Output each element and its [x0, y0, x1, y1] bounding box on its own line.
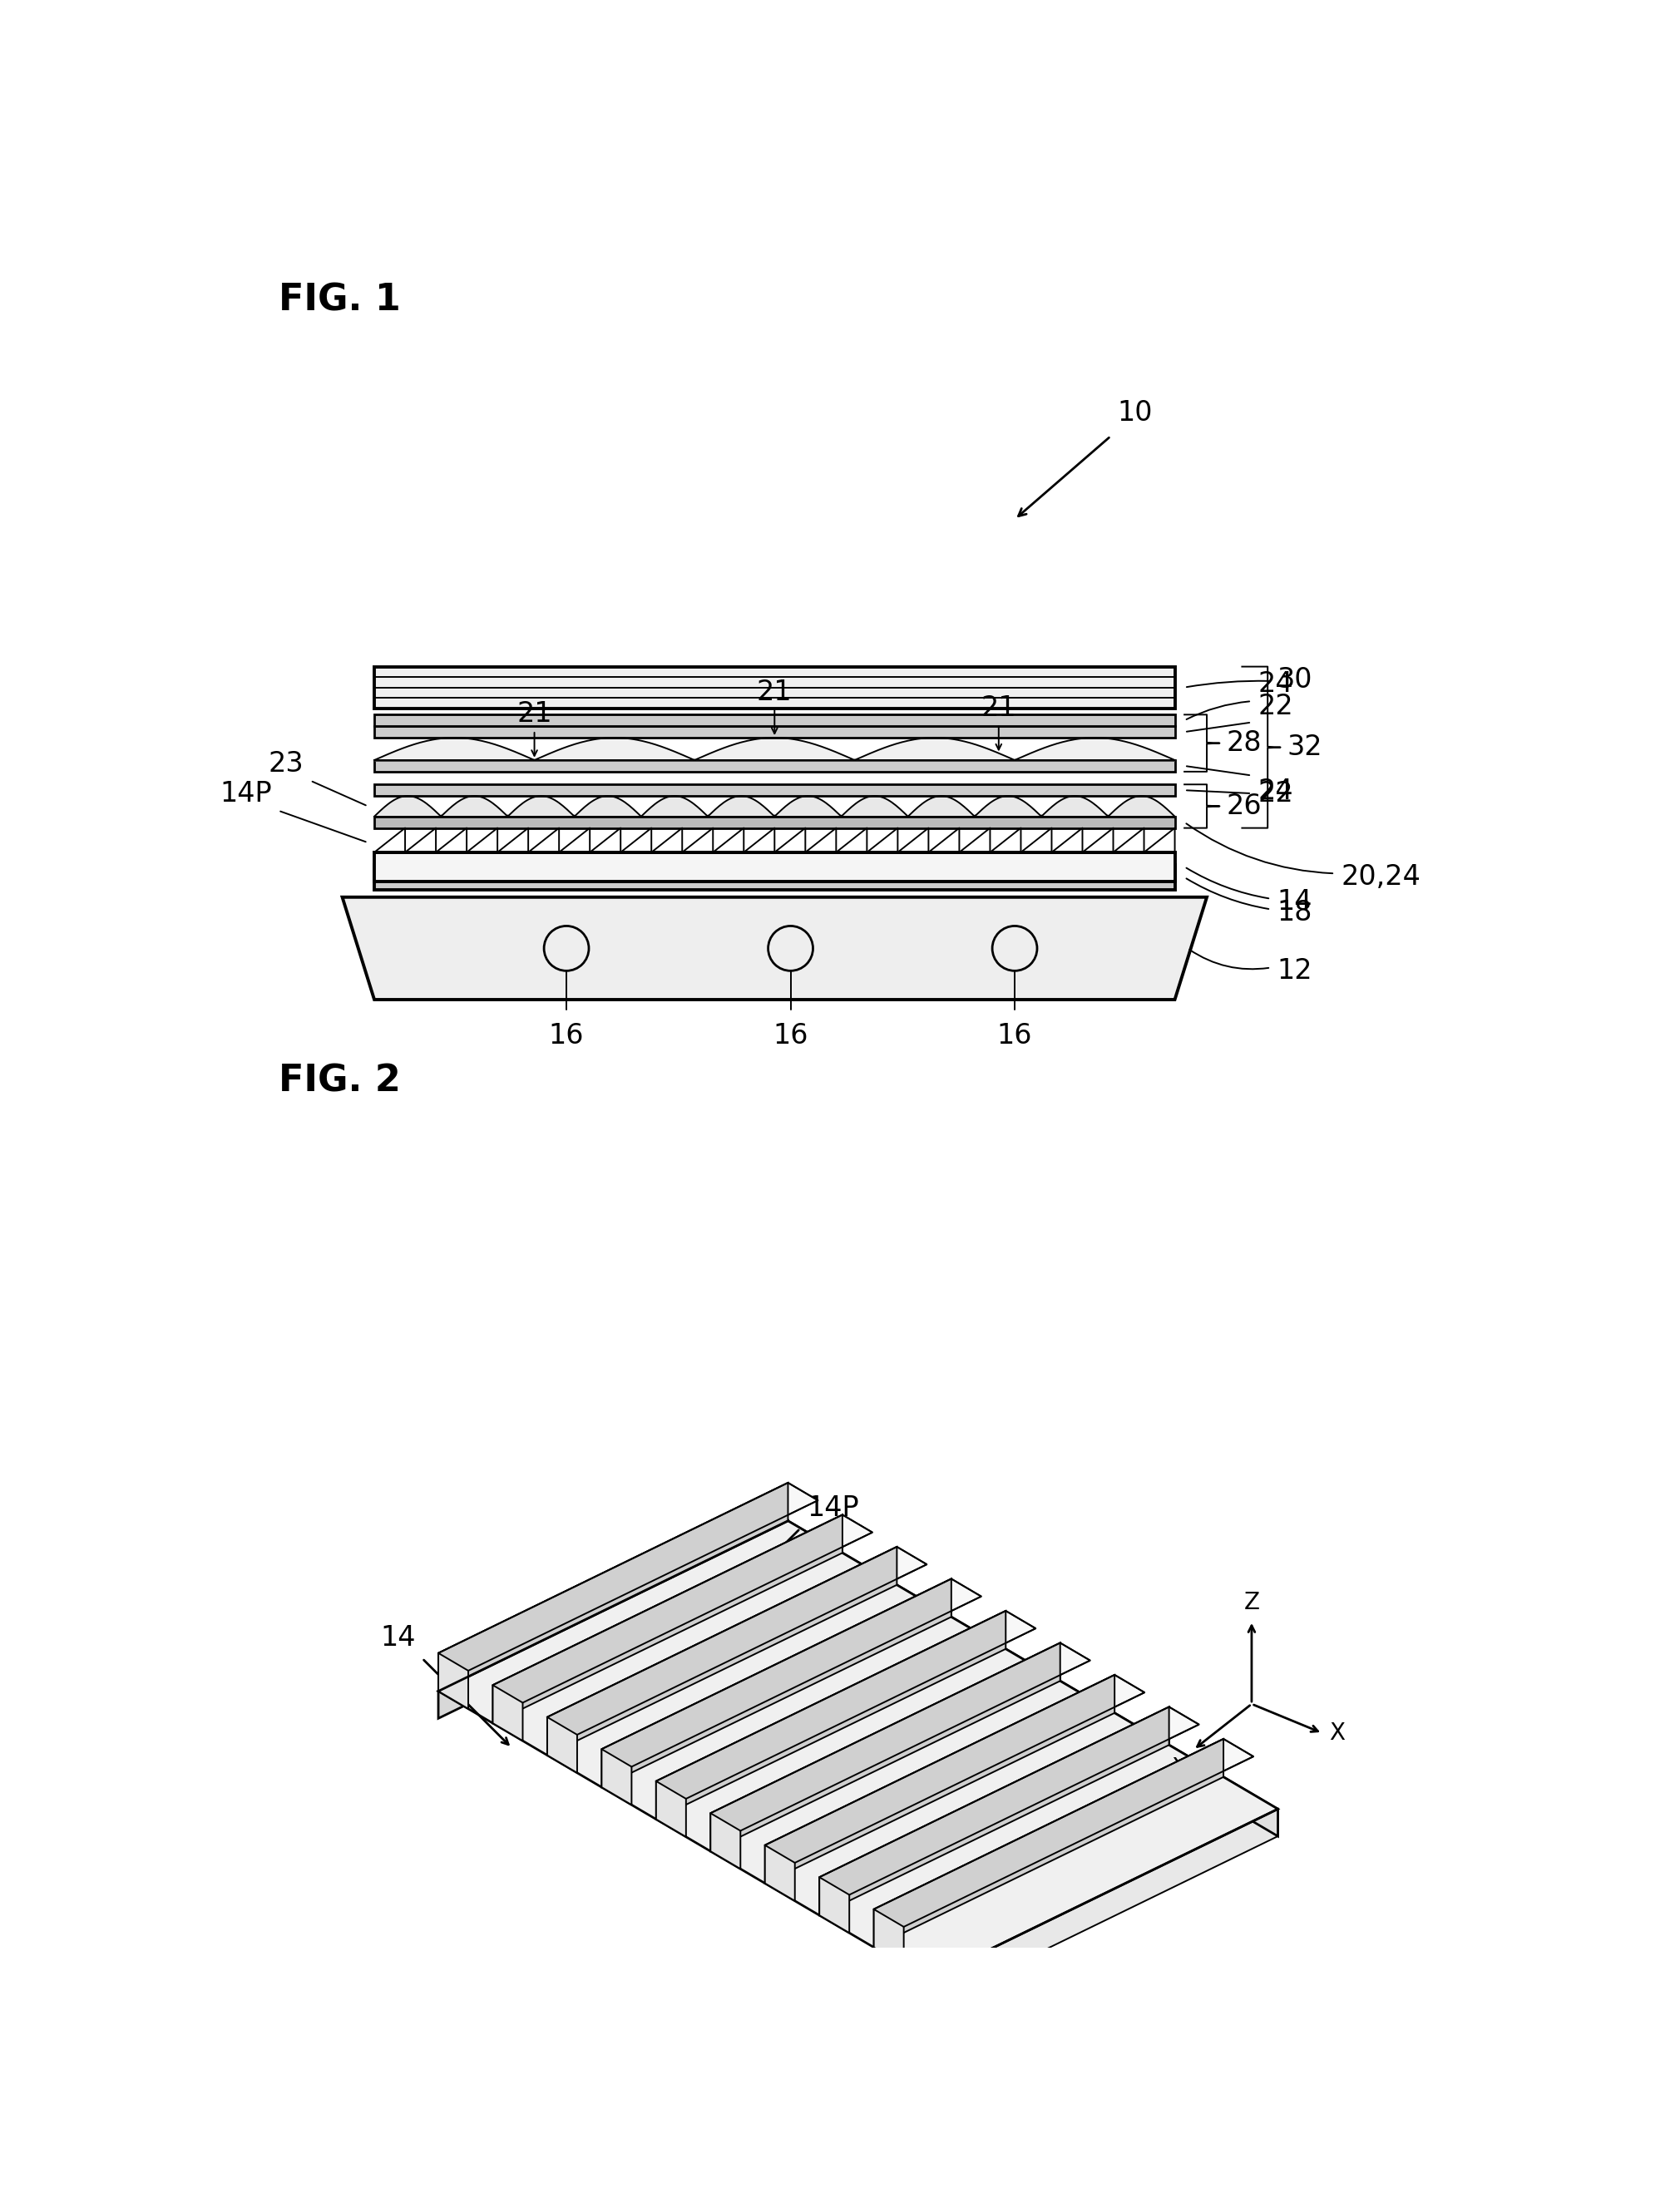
Polygon shape [601, 1580, 951, 1788]
Text: 32: 32 [1287, 733, 1322, 761]
Polygon shape [874, 1910, 904, 1965]
Text: 26: 26 [1226, 792, 1262, 820]
Text: 24: 24 [1258, 670, 1294, 698]
Text: 16: 16 [773, 1022, 808, 1050]
Polygon shape [343, 897, 1206, 1000]
Text: 16: 16 [549, 1022, 585, 1050]
Text: 20,24: 20,24 [1341, 862, 1421, 891]
Bar [375, 816, 1174, 827]
Polygon shape [657, 1610, 1006, 1818]
Text: 14: 14 [1277, 888, 1312, 915]
Polygon shape [764, 1674, 1114, 1884]
Polygon shape [438, 1483, 788, 1691]
Polygon shape [764, 1844, 795, 1901]
Bar [375, 667, 1174, 709]
Text: 21: 21 [517, 700, 553, 755]
Polygon shape [874, 1739, 1223, 1947]
Text: Z: Z [1243, 1591, 1260, 1615]
Text: X: X [1329, 1722, 1344, 1744]
Polygon shape [548, 1547, 897, 1755]
Text: 21: 21 [981, 694, 1016, 750]
Polygon shape [820, 1877, 850, 1932]
Polygon shape [438, 1483, 818, 1672]
Bar [375, 715, 1174, 726]
Polygon shape [764, 1674, 1144, 1862]
Text: 18: 18 [1277, 899, 1312, 926]
Polygon shape [601, 1580, 981, 1766]
Text: 30: 30 [1277, 665, 1312, 694]
Text: 14: 14 [380, 1623, 415, 1652]
Text: FIG. 1: FIG. 1 [279, 282, 400, 317]
Polygon shape [548, 1547, 927, 1735]
Polygon shape [874, 1739, 1253, 1928]
Bar [375, 853, 1174, 882]
Polygon shape [601, 1748, 632, 1805]
Polygon shape [820, 1707, 1200, 1895]
Polygon shape [711, 1814, 741, 1869]
Text: 24: 24 [1258, 777, 1294, 805]
Text: 14P: 14P [220, 779, 272, 807]
Text: 21: 21 [756, 678, 793, 733]
Text: FIG. 2: FIG. 2 [279, 1063, 400, 1098]
Polygon shape [492, 1685, 522, 1742]
Polygon shape [492, 1514, 872, 1702]
Bar [375, 785, 1174, 796]
Text: 28: 28 [1226, 729, 1262, 757]
Polygon shape [929, 1809, 1278, 2006]
Polygon shape [711, 1643, 1060, 1851]
Polygon shape [438, 1521, 788, 1718]
Polygon shape [788, 1521, 1278, 1836]
Polygon shape [657, 1610, 1035, 1799]
Text: 16: 16 [996, 1022, 1033, 1050]
Text: 22: 22 [1258, 694, 1294, 720]
Polygon shape [492, 1514, 842, 1724]
Text: Y: Y [1173, 1757, 1188, 1779]
Polygon shape [820, 1707, 1169, 1914]
Polygon shape [438, 1521, 1278, 1980]
Bar [375, 759, 1174, 772]
Text: 23: 23 [269, 750, 304, 777]
Text: 22: 22 [1258, 779, 1294, 807]
Polygon shape [548, 1718, 578, 1772]
Bar [375, 726, 1174, 737]
Polygon shape [657, 1781, 685, 1838]
Text: 10: 10 [1117, 398, 1152, 427]
Text: 14P: 14P [806, 1494, 858, 1523]
Polygon shape [711, 1643, 1090, 1831]
Bar [375, 864, 1174, 891]
Polygon shape [438, 1654, 469, 1709]
Text: 12: 12 [1277, 956, 1312, 985]
